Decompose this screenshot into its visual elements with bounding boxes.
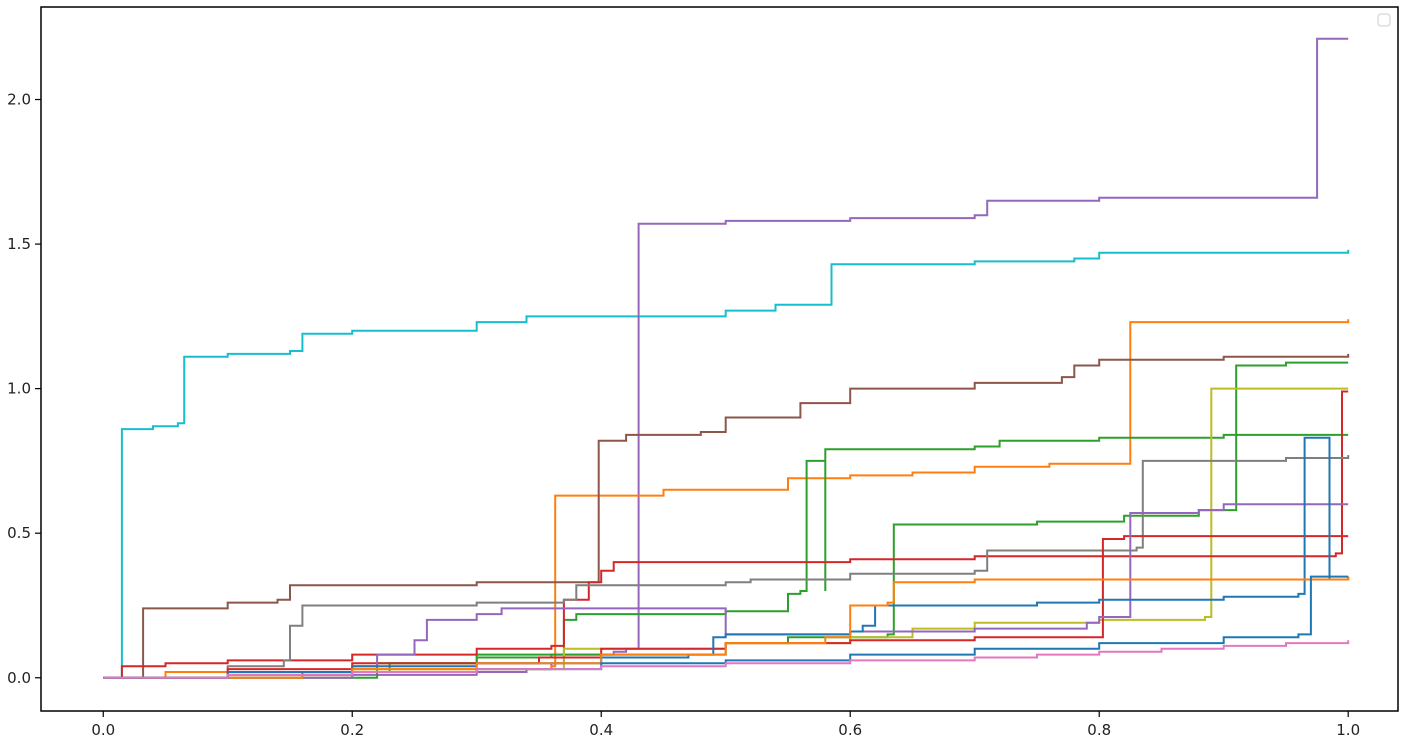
plot-area-frame: [40, 6, 1399, 712]
series-line-15: [103, 640, 1350, 679]
series-line-8: [103, 390, 1349, 679]
series-layer: [103, 37, 1350, 679]
x-tick-label: 0.8: [1087, 721, 1111, 739]
series-line-7: [103, 387, 1349, 679]
series-line-4: [103, 353, 1350, 679]
series-line-9: [103, 455, 1350, 679]
x-tick-label: 1.0: [1336, 721, 1360, 739]
x-tick-label: 0.4: [589, 721, 613, 739]
x-tick-label: 0.6: [838, 721, 862, 739]
y-tick-label: 1.5: [7, 235, 31, 253]
y-axis: 0.0 0.5 1.0 1.5 2.0: [7, 91, 41, 687]
series-line-13: [103, 576, 1350, 679]
x-axis: 0.0 0.2 0.4 0.6 0.8 1.0: [91, 711, 1360, 739]
y-tick-label: 0.0: [7, 669, 31, 687]
y-tick-label: 1.0: [7, 380, 31, 398]
y-tick-label: 0.5: [7, 524, 31, 542]
x-tick-label: 0.0: [91, 721, 115, 739]
y-tick-label: 2.0: [7, 91, 31, 109]
legend: [1377, 13, 1391, 27]
x-tick-label: 0.2: [340, 721, 364, 739]
series-line-1: [103, 249, 1350, 679]
